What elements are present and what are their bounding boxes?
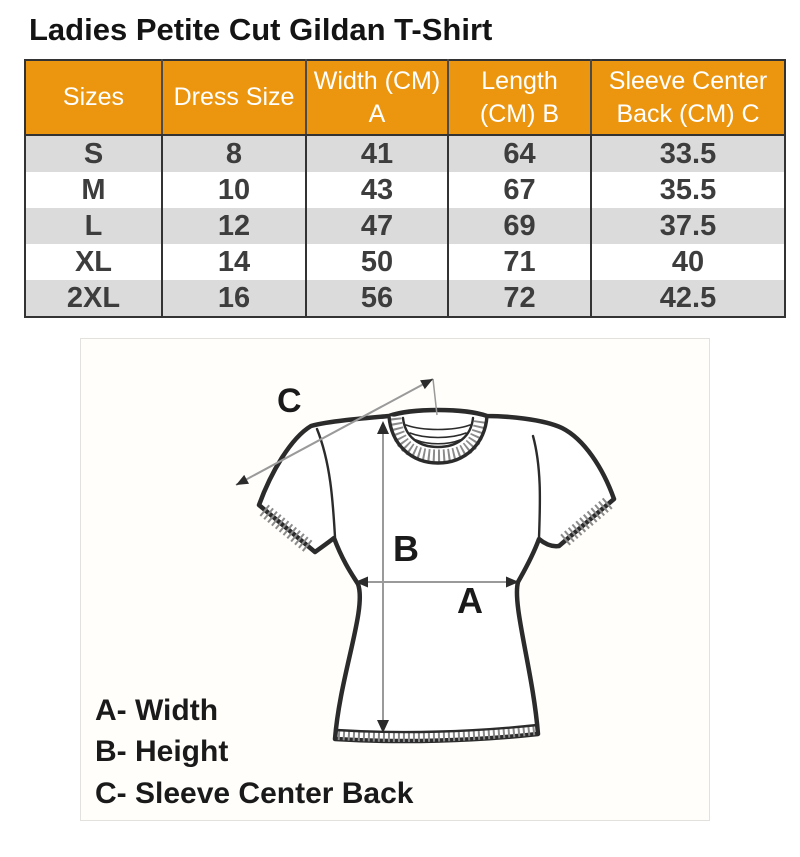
table-cell: 35.5: [590, 172, 785, 208]
table-cell: 69: [447, 208, 591, 244]
arrowhead-c-bottom: [236, 474, 249, 485]
arrowhead-a-left: [355, 576, 368, 588]
table-cell: XL: [74, 245, 113, 278]
table-cell: 12: [161, 208, 306, 244]
arrowhead-a-right: [506, 576, 519, 588]
size-chart-table: Sizes Dress Size Width (CM) A Length (CM…: [24, 59, 786, 318]
table-cell: 37.5: [590, 208, 785, 244]
hem-inner-edge: [334, 723, 539, 734]
measurement-line-a: [355, 576, 519, 588]
table-cell: 67: [447, 172, 591, 208]
table-cell: M: [81, 173, 106, 206]
table-cell: 16: [161, 280, 306, 317]
collar: [387, 414, 489, 465]
arrowhead-b-top: [377, 421, 389, 434]
table-cell: 8: [161, 135, 306, 172]
measurement-label-b: B: [393, 528, 419, 569]
table-row-m: M 10 43 67 35.5: [25, 172, 785, 208]
table-cell: 42.5: [590, 280, 785, 317]
table-cell: 47: [305, 208, 448, 244]
table-cell: 72: [447, 280, 591, 317]
measurement-line-c: [235, 378, 438, 486]
measurement-label-c: C: [277, 382, 302, 420]
table-row-l: L 12 47 69 37.5: [25, 208, 785, 244]
arrowhead-c-top: [420, 379, 433, 390]
page-title: Ladies Petite Cut Gildan T-Shirt: [29, 12, 493, 47]
column-header-sleeve-center-back: Sleeve Center Back (CM) C: [590, 60, 785, 136]
table-cell: 33.5: [590, 135, 785, 172]
table-cell: 10: [161, 172, 306, 208]
column-header-width: Width (CM) A: [305, 60, 448, 136]
table-cell: 14: [161, 244, 306, 280]
measurement-line-b: [377, 421, 389, 733]
collar-outer-edge: [387, 414, 489, 465]
legend-line-b: B- Height: [95, 735, 228, 768]
size-chart-body: S 8 41 64 33.5 M 10 43 67 35.5 L 12 47 6…: [25, 135, 785, 317]
table-cell: 40: [590, 244, 785, 280]
collar-inner-edge: [401, 416, 475, 449]
column-header-length: Length (CM) B: [447, 60, 591, 136]
column-header-sizes: Sizes: [25, 60, 162, 136]
header-row: Sizes Dress Size Width (CM) A Length (CM…: [25, 60, 785, 136]
measurement-label-a: A: [457, 580, 483, 621]
table-cell: 56: [305, 280, 448, 317]
diagram-legend: A- Width B- Height C- Sleeve Center Back: [95, 694, 414, 810]
collar-back-line-2: [409, 432, 467, 439]
collar-back-line-3: [415, 439, 461, 445]
table-cell: 43: [305, 172, 448, 208]
legend-line-c: C- Sleeve Center Back: [95, 777, 414, 810]
table-cell: L: [84, 209, 103, 242]
table-row-s: S 8 41 64 33.5: [25, 135, 785, 172]
table-cell: S: [83, 137, 104, 170]
table-cell: 2XL: [66, 281, 121, 314]
tshirt-illustration: [256, 407, 617, 744]
arrowhead-b-bottom: [377, 720, 389, 733]
table-row-xl: XL 14 50 71 40: [25, 244, 785, 280]
table-cell: 64: [447, 135, 591, 172]
right-armhole-seam: [531, 434, 542, 540]
column-header-dress-size: Dress Size: [161, 60, 306, 136]
collar-back-line-1: [405, 424, 471, 431]
legend-line-a: A- Width: [95, 694, 218, 727]
table-cell: 41: [305, 135, 448, 172]
table-cell: 50: [305, 244, 448, 280]
table-row-2xl: 2XL 16 56 72 42.5: [25, 280, 785, 317]
tshirt-measurement-diagram: C B A A- Width B- Height C- Sleeve Cente…: [95, 378, 617, 810]
table-cell: 71: [447, 244, 591, 280]
measurement-diagram-panel: C B A A- Width B- Height C- Sleeve Cente…: [80, 338, 710, 821]
size-chart-header: Sizes Dress Size Width (CM) A Length (CM…: [25, 60, 785, 136]
